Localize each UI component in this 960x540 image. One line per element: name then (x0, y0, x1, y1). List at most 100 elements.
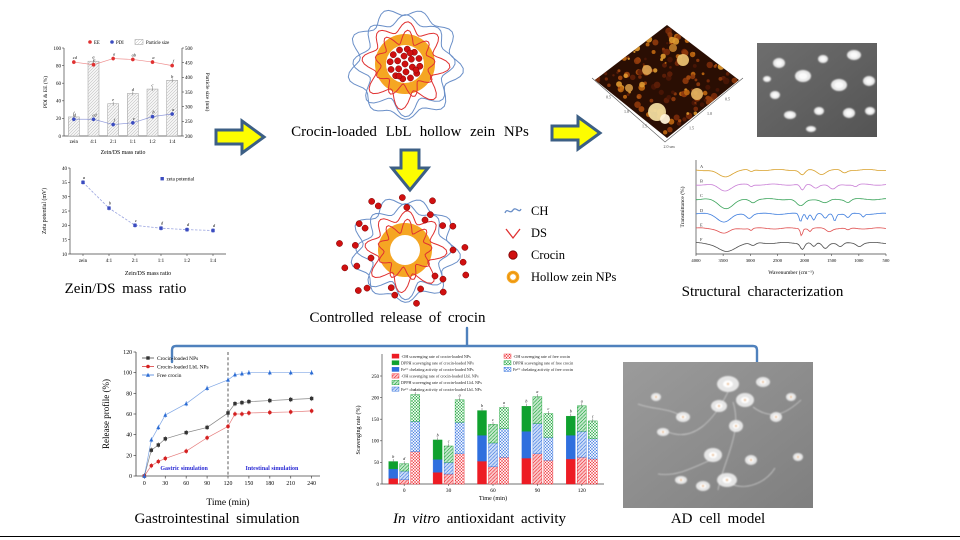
svg-text:f: f (73, 110, 75, 115)
svg-text:240: 240 (307, 481, 316, 487)
bottom-border-line (0, 536, 960, 537)
svg-text:ab: ab (132, 52, 137, 57)
svg-text:d: d (74, 112, 77, 117)
legend-row-hollow: Hollow zein NPs (503, 266, 643, 288)
caption-invitro: In vitro antioxidant activity (372, 511, 587, 528)
caption-structural: Structural characterization (681, 284, 844, 300)
svg-text:50: 50 (374, 461, 380, 466)
svg-text:80: 80 (126, 391, 132, 397)
svg-text:PDI & EE (%): PDI & EE (%) (42, 76, 49, 108)
svg-text:C: C (700, 193, 703, 198)
svg-text:b: b (570, 409, 572, 414)
svg-text:180: 180 (265, 481, 274, 487)
svg-text:E: E (700, 222, 703, 227)
svg-text:Particle size: Particle size (146, 41, 169, 46)
svg-text:b: b (152, 110, 155, 115)
svg-text:·OH scavenging rate of free cr: ·OH scavenging rate of free crocin (513, 354, 570, 359)
svg-text:Free crocin: Free crocin (157, 373, 182, 379)
svg-text:0.5: 0.5 (606, 95, 611, 100)
svg-text:250: 250 (185, 120, 193, 125)
svg-text:1:4: 1:4 (210, 259, 217, 264)
svg-text:Fe²⁺ chelating activity of cro: Fe²⁺ chelating activity of crocin-loaded… (401, 387, 482, 392)
legend-row-crocin: Crocin (503, 244, 643, 266)
nanoparticle-release-illustration (336, 194, 470, 307)
svg-text:350: 350 (185, 91, 193, 96)
caption-controlled-release: Controlled release of crocin (309, 310, 486, 326)
afm-topography-image: 0.5 1.0 1.5 1.5 1.0 0.5 2.0 um (591, 25, 744, 149)
svg-text:Intestinal simulation: Intestinal simulation (245, 466, 299, 472)
svg-text:150: 150 (245, 481, 254, 487)
svg-text:a: a (503, 400, 505, 405)
svg-text:0: 0 (143, 481, 146, 487)
svg-text:2:1: 2:1 (132, 259, 139, 264)
svg-text:c: c (135, 218, 137, 223)
svg-text:a: a (581, 398, 583, 403)
svg-text:Gastric simulation: Gastric simulation (160, 466, 208, 472)
chart-zeta-potential: 10 15 20 25 30 35 40 zein 4:1 2:1 1:1 1:2 1:4 a b c d d d z… (41, 167, 226, 277)
svg-text:1:2: 1:2 (149, 140, 156, 145)
caption-invitro-italic: In vitro (392, 511, 441, 527)
svg-text:Fe²⁺ chelating activity of fre: Fe²⁺ chelating activity of free crocin (513, 367, 573, 372)
svg-text:e: e (112, 97, 114, 102)
arrow-right-icon-2 (550, 114, 603, 152)
svg-text:40: 40 (62, 167, 68, 172)
svg-text:2.0 um: 2.0 um (663, 144, 675, 149)
svg-text:150: 150 (372, 418, 380, 423)
svg-text:b: b (437, 432, 439, 437)
svg-text:d: d (213, 223, 216, 228)
svg-text:30: 30 (446, 488, 452, 494)
svg-text:b: b (171, 74, 174, 79)
svg-text:20: 20 (56, 117, 62, 122)
svg-text:c: c (592, 413, 594, 418)
svg-text:60: 60 (490, 488, 496, 494)
svg-text:80: 80 (56, 64, 62, 69)
chart-antioxidant: 0 50 100 150 200 250 0 b d a 30 b c a 60 b c a 90 b a c 120 b a c… (355, 354, 604, 502)
svg-text:d: d (187, 222, 190, 227)
svg-text:Zein/DS mass ratio: Zein/DS mass ratio (125, 271, 171, 277)
svg-text:PDI: PDI (116, 41, 124, 46)
svg-text:a: a (414, 387, 416, 392)
svg-text:0: 0 (129, 474, 132, 480)
svg-text:20: 20 (62, 224, 68, 229)
svg-text:25: 25 (62, 210, 68, 215)
legend-label-crocin: Crocin (531, 247, 566, 262)
svg-text:1.0: 1.0 (624, 109, 629, 114)
svg-text:1:2: 1:2 (184, 259, 191, 264)
svg-text:1.0: 1.0 (707, 111, 712, 116)
v-line-icon (505, 228, 521, 240)
svg-text:Crocin-loaded LbL NPs: Crocin-loaded LbL NPs (157, 365, 209, 371)
ad-cell-image (623, 362, 813, 508)
caption-zein-ds: Zein/DS mass ratio (64, 281, 187, 297)
caption-ad-cell: AD cell model (670, 511, 766, 527)
svg-text:1:1: 1:1 (158, 259, 165, 264)
svg-text:0: 0 (59, 135, 62, 140)
caption-gastro: Gastrointestinal simulation (134, 511, 300, 527)
svg-text:A: A (700, 164, 704, 169)
svg-text:d: d (132, 87, 135, 92)
red-dot-icon (508, 250, 518, 260)
svg-text:Crocin-loaded NPs: Crocin-loaded NPs (157, 356, 198, 362)
svg-text:500: 500 (883, 258, 891, 263)
svg-text:15: 15 (62, 238, 68, 243)
svg-text:Transmittance (%): Transmittance (%) (679, 186, 686, 227)
svg-text:b: b (525, 399, 527, 404)
svg-text:30: 30 (162, 481, 168, 487)
svg-text:90: 90 (204, 481, 210, 487)
svg-text:B: B (700, 179, 703, 184)
chart-ftir: 4000 3500 3000 2500 2000 1500 1000 500 A B C D E F Tra… (679, 160, 891, 276)
nanoparticle-legend: CH DS Crocin Hollow zein NPs (503, 200, 643, 288)
svg-text:a: a (92, 55, 94, 60)
svg-text:250: 250 (372, 375, 380, 380)
chart-release-profile: 0 20 40 60 80 100 120 0 30 60 90 120 150 180 210 240 Cro… (101, 350, 320, 508)
svg-text:60: 60 (126, 412, 132, 418)
svg-text:c: c (548, 406, 550, 411)
svg-text:450: 450 (185, 61, 193, 66)
svg-text:a: a (113, 52, 115, 57)
svg-text:210: 210 (286, 481, 295, 487)
svg-text:Particle size (nm): Particle size (nm) (204, 73, 210, 112)
svg-text:100: 100 (372, 440, 380, 445)
center-title: Crocin-loaded LbL hollow zein NPs (291, 124, 529, 140)
svg-text:40: 40 (126, 433, 132, 439)
svg-text:0: 0 (403, 488, 406, 494)
svg-text:60: 60 (56, 82, 62, 87)
